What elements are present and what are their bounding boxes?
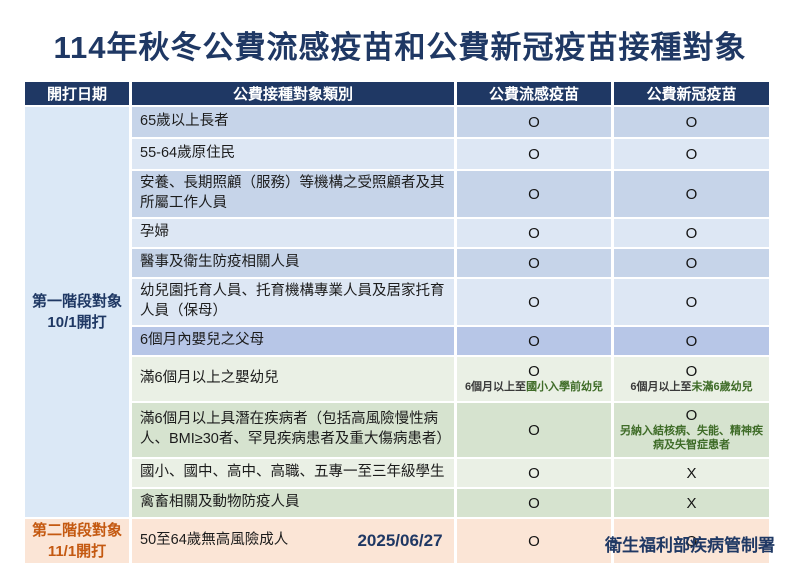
header-target-category: 公費接種對象類別: [132, 82, 454, 105]
covid-mark: O: [614, 519, 769, 563]
flu-mark: O: [457, 519, 611, 563]
vaccine-target-table: 開打日期 公費接種對象類別 公費流感疫苗 公費新冠疫苗 第一階段對象 10/1開…: [22, 80, 772, 565]
covid-mark: O: [614, 327, 769, 355]
stage1-label-line2: 10/1開打: [47, 314, 107, 331]
table-header-row: 開打日期 公費接種對象類別 公費流感疫苗 公費新冠疫苗: [25, 82, 769, 105]
category-cell: 禽畜相關及動物防疫人員: [132, 489, 454, 517]
table-row: 第一階段對象 10/1開打 65歲以上長者 O O: [25, 107, 769, 517]
stage2-label-line1: 第二階段對象: [31, 522, 122, 539]
header-covid-vaccine: 公費新冠疫苗: [614, 82, 769, 105]
covid-mark: X: [614, 489, 769, 517]
category-cell: 6個月內嬰兒之父母: [132, 327, 454, 355]
stage2-label-line2: 11/1開打: [47, 543, 107, 560]
flu-mark: O: [457, 279, 611, 325]
table-row: 55-64歲原住民 O O: [25, 139, 769, 169]
category-cell: 50至64歲無高風險成人: [132, 519, 454, 563]
agency-name: 衛生福利部疾病管制署: [605, 536, 775, 555]
flu-mark: O: [457, 107, 611, 137]
category-cell: 滿6個月以上之嬰幼兒: [132, 357, 454, 401]
covid-mark: X: [614, 459, 769, 487]
page-title: 114年秋冬公費流感疫苗和公費新冠疫苗接種對象: [53, 30, 747, 65]
flu-mark: O: [457, 171, 611, 217]
covid-note: 6個月以上至未滿6歲幼兒: [630, 381, 753, 394]
covid-mark-with-note: O 另納入結核病、失能、精神疾病及失智症患者: [614, 403, 769, 457]
flu-mark: O: [457, 219, 611, 247]
category-cell: 滿6個月以上具潛在疾病者（包括高風險慢性病人、BMI≥30者、罕見疾病患者及重大…: [132, 403, 454, 457]
stage2-cell: 第二階段對象 11/1開打: [25, 519, 129, 563]
category-cell: 安養、長期照顧（服務）等機構之受照顧者及其所屬工作人員: [132, 171, 454, 217]
table-row: 第二階段對象 11/1開打 50至64歲無高風險成人 O O: [25, 519, 769, 563]
table-row: 醫事及衛生防疫相關人員 O O: [25, 249, 769, 277]
covid-mark-with-note: O 6個月以上至未滿6歲幼兒: [614, 357, 769, 401]
flu-mark: O: [457, 403, 611, 457]
table-row: 禽畜相關及動物防疫人員 O X: [25, 489, 769, 517]
covid-mark: O: [614, 107, 769, 137]
covid-note: 另納入結核病、失能、精神疾病及失智症患者: [620, 425, 763, 452]
stage1-label-line1: 第一階段對象: [31, 293, 122, 310]
flu-mark: O: [457, 459, 611, 487]
category-cell: 孕婦: [132, 219, 454, 247]
flu-note: 6個月以上至國小入學前幼兒: [464, 381, 604, 394]
table-row: 國小、國中、高中、高職、五專一至三年級學生 O X: [25, 459, 769, 487]
covid-mark: O: [614, 279, 769, 325]
category-cell: 國小、國中、高中、高職、五專一至三年級學生: [132, 459, 454, 487]
header-flu-vaccine: 公費流感疫苗: [457, 82, 611, 105]
table-row: 6個月內嬰兒之父母 O O: [25, 327, 769, 355]
covid-mark: O: [685, 407, 698, 425]
table-row: 滿6個月以上具潛在疾病者（包括高風險慢性病人、BMI≥30者、罕見疾病患者及重大…: [25, 403, 769, 457]
flu-mark: O: [457, 327, 611, 355]
flu-mark: O: [528, 363, 540, 380]
stage1-cell: 第一階段對象 10/1開打: [25, 107, 129, 517]
table-row: 幼兒園托育人員、托育機構專業人員及居家托育人員（保母） O O: [25, 279, 769, 325]
covid-mark: O: [614, 171, 769, 217]
category-cell: 醫事及衛生防疫相關人員: [132, 249, 454, 277]
covid-mark: O: [685, 363, 698, 380]
category-cell: 55-64歲原住民: [132, 139, 454, 169]
table-row: 滿6個月以上之嬰幼兒 O 6個月以上至國小入學前幼兒 O 6個月以上至未滿6歲幼…: [25, 357, 769, 401]
header-start-date: 開打日期: [25, 82, 129, 105]
covid-mark: O: [614, 249, 769, 277]
covid-mark: O: [614, 219, 769, 247]
publish-date: 2025/06/27: [357, 531, 443, 550]
flu-mark: O: [457, 489, 611, 517]
category-cell: 幼兒園托育人員、托育機構專業人員及居家托育人員（保母）: [132, 279, 454, 325]
flu-mark: O: [457, 139, 611, 169]
category-cell: 65歲以上長者: [132, 107, 454, 137]
flu-mark-with-note: O 6個月以上至國小入學前幼兒: [457, 357, 611, 401]
table-row: 安養、長期照顧（服務）等機構之受照顧者及其所屬工作人員 O O: [25, 171, 769, 217]
table-row: 孕婦 O O: [25, 219, 769, 247]
covid-mark: O: [614, 139, 769, 169]
flu-mark: O: [457, 249, 611, 277]
